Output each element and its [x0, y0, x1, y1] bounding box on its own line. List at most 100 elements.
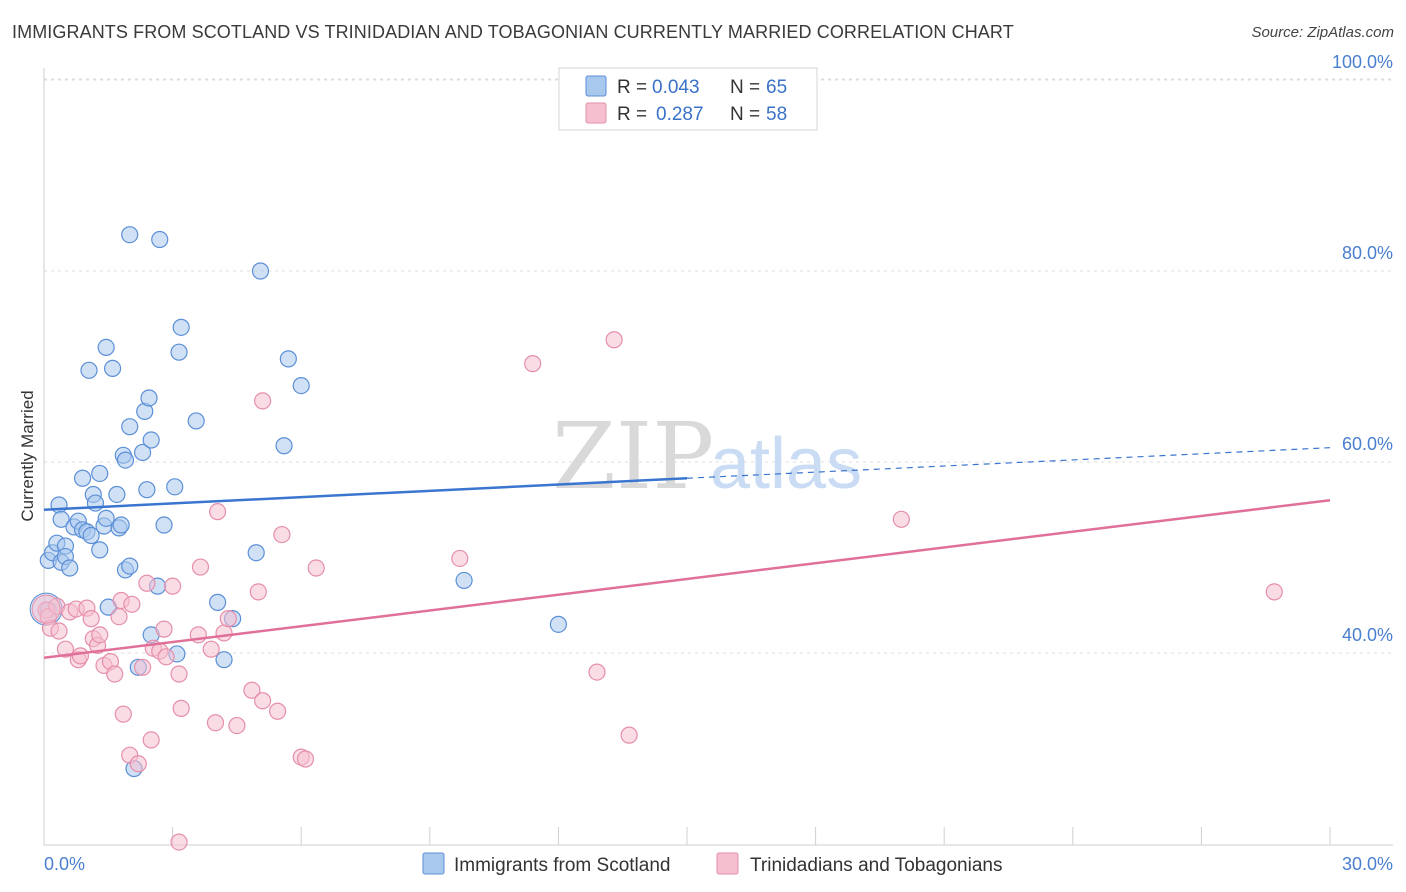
trinidad-point	[123, 595, 141, 613]
scotland-point	[133, 443, 152, 462]
trinidad-point	[219, 610, 237, 628]
trinidad-point	[269, 702, 287, 720]
scotland-point	[455, 571, 473, 590]
scotland-point	[142, 431, 160, 449]
scotland-point	[121, 557, 139, 575]
trinidad-point	[71, 647, 90, 665]
stats-legend: R = 0.043 N = 65 R = 0.287 N = 58	[558, 67, 818, 131]
trinidad-point	[605, 331, 623, 349]
scotland-point	[166, 478, 184, 496]
scotland-point	[172, 318, 190, 336]
trinidad-point	[243, 681, 261, 699]
scotland-point	[91, 541, 109, 559]
y-tick-label: 80.0%	[1342, 243, 1393, 263]
bottom-legend-swatch-pink	[716, 852, 739, 875]
scotland-point	[52, 510, 70, 528]
scotland-point	[187, 412, 205, 430]
x-ticks	[43, 827, 1331, 845]
trinidad-point	[129, 755, 147, 773]
stats-legend-r-label-pink: R =	[617, 104, 647, 125]
trinidad-point	[110, 608, 128, 626]
scotland-point	[61, 559, 79, 577]
trinidad-point	[524, 355, 542, 373]
y-tick-labels: 40.0% 60.0% 80.0% 100.0%	[1332, 52, 1393, 645]
scotland-point	[549, 615, 568, 633]
stats-legend-r-label-blue: R =	[617, 77, 647, 98]
trinidad-point	[164, 577, 182, 595]
stats-legend-n-value-pink: 58	[766, 104, 787, 125]
chart-title: IMMIGRANTS FROM SCOTLAND VS TRINIDADIAN …	[12, 22, 1014, 42]
trinidad-point	[142, 731, 160, 749]
trinidad-point	[56, 640, 75, 658]
axes	[43, 68, 1393, 846]
trinidad-trendline	[43, 498, 1331, 660]
trinidad-point	[82, 610, 100, 628]
scotland-point	[103, 359, 122, 378]
scotland-point	[82, 526, 100, 545]
scotland-point	[251, 262, 270, 280]
trinidad-point	[228, 716, 246, 735]
trinidad-point	[114, 705, 132, 723]
trinidad-point	[106, 665, 124, 683]
stats-legend-r-value-pink: 0.287	[656, 104, 704, 125]
scotland-point	[279, 350, 297, 368]
trinidad-point	[451, 549, 469, 568]
scotland-point	[116, 451, 135, 469]
stats-legend-n-label-pink: N =	[730, 104, 760, 125]
trinidad-point	[50, 622, 68, 640]
trinidad-point	[31, 594, 61, 624]
trinidad-point	[307, 559, 325, 577]
scotland-point	[275, 437, 293, 455]
trinidad-point	[254, 392, 272, 410]
y-tick-label: 40.0%	[1342, 625, 1393, 645]
gridlines	[44, 78, 1393, 654]
trinidad-point	[202, 640, 220, 658]
scotland-point	[80, 361, 98, 379]
scotland-point	[292, 377, 310, 395]
scotland-point	[170, 343, 188, 361]
scotland-point	[121, 226, 139, 244]
bottom-legend: Immigrants from Scotland Trinidadians an…	[422, 852, 1002, 876]
scotland-point	[73, 469, 92, 487]
scotland-point	[247, 544, 265, 562]
y-tick-label: 60.0%	[1342, 434, 1393, 454]
trinidad-point	[249, 583, 267, 601]
trendlines	[43, 447, 1331, 660]
stats-legend-n-label-blue: N =	[730, 77, 760, 98]
trinidad-point	[1265, 583, 1283, 601]
scotland-point	[138, 481, 156, 499]
trinidad-point	[172, 699, 190, 717]
stats-legend-swatch-blue	[585, 75, 607, 97]
scotland-point	[151, 230, 169, 249]
scotland-points	[29, 226, 568, 778]
bottom-legend-swatch-blue	[422, 852, 445, 875]
trinidad-point	[157, 648, 175, 666]
x-tick-label-min: 0.0%	[44, 854, 85, 874]
watermark-zip: ZIP	[552, 403, 714, 510]
scotland-trendline-extension	[686, 447, 1331, 479]
trinidad-point	[206, 714, 225, 732]
trinidad-point	[155, 620, 173, 638]
y-axis-title: Currently Married	[18, 390, 37, 521]
trinidad-point	[215, 624, 233, 642]
scotland-point	[215, 651, 233, 669]
trinidad-point	[254, 692, 272, 710]
trinidad-point	[296, 750, 315, 768]
trinidad-point	[133, 658, 152, 676]
x-tick-label-max: 30.0%	[1342, 854, 1393, 874]
source-credit: Source: ZipAtlas.com	[1251, 24, 1394, 41]
trinidad-point	[209, 503, 227, 521]
trinidad-point	[170, 665, 188, 683]
stats-legend-r-value-blue: 0.043	[652, 77, 700, 98]
trinidad-point	[588, 663, 606, 681]
stats-legend-n-value-blue: 65	[766, 77, 787, 98]
stats-legend-swatch-pink	[585, 102, 607, 124]
trinidad-point	[91, 626, 109, 644]
y-tick-label: 100.0%	[1332, 52, 1393, 72]
watermark-atlas: atlas	[710, 424, 862, 504]
scotland-point	[112, 516, 130, 534]
scotland-point	[155, 516, 173, 534]
scotland-point	[209, 593, 227, 611]
scotland-point	[97, 509, 115, 527]
trinidad-point	[138, 574, 156, 592]
